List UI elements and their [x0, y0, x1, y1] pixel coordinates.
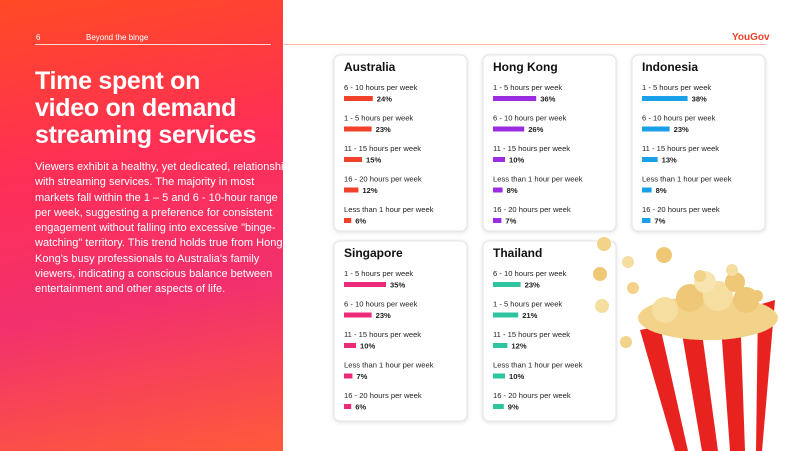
row-label: Less than 1 hour per week — [493, 361, 583, 370]
title-line: streaming services — [35, 121, 257, 149]
value-label: 36% — [540, 95, 555, 104]
row-label: 1 - 5 hours per week — [344, 114, 413, 123]
row-label: 1 - 5 hours per week — [493, 83, 562, 92]
title-line: video on demand — [35, 94, 237, 122]
row-label: Less than 1 hour per week — [642, 175, 732, 184]
title-line: Time spent on — [35, 67, 201, 95]
value-label: 6% — [355, 403, 366, 412]
row-label: 6 - 10 hours per week — [493, 269, 567, 278]
row-label: 6 - 10 hours per week — [344, 83, 418, 92]
value-label: 10% — [509, 156, 524, 165]
bar — [344, 312, 372, 318]
card: Indonesia 1 - 5 hours per week 38% 6 - 10 h… — [631, 54, 766, 232]
row-label: 6 - 10 hours per week — [344, 300, 418, 309]
row-label: 11 - 15 hours per week — [344, 330, 421, 339]
bar — [493, 96, 537, 101]
card: Thailand 6 - 10 hours per week 23% 1 - 5 ho… — [482, 240, 617, 422]
bar — [642, 96, 688, 101]
bar — [493, 343, 508, 348]
row-label: Less than 1 hour per week — [344, 205, 434, 214]
section-name: Beyond the binge — [86, 33, 149, 42]
bar — [642, 157, 658, 162]
bar — [344, 343, 356, 348]
row-label: 1 - 5 hours per week — [493, 300, 562, 309]
value-label: 8% — [507, 186, 518, 195]
bar — [344, 404, 352, 409]
value-label: 23% — [674, 125, 689, 134]
value-label: 38% — [692, 95, 707, 104]
popcorn — [593, 237, 778, 451]
value-label: 13% — [662, 156, 677, 165]
bar — [642, 187, 652, 193]
bar — [493, 404, 504, 409]
card: Hong Kong 1 - 5 hours per week 36% 6 - 10 h… — [482, 54, 617, 232]
value-label: 35% — [390, 281, 405, 290]
value-label: 12% — [511, 342, 526, 351]
bar — [344, 282, 386, 287]
bar — [493, 157, 505, 162]
bar — [344, 96, 373, 101]
row-label: 16 - 20 hours per week — [344, 391, 422, 400]
row-label: 11 - 15 hours per week — [493, 330, 570, 339]
bar — [493, 126, 525, 132]
card-title: Singapore — [344, 246, 403, 260]
value-label: 26% — [528, 125, 543, 134]
title: Time spent on video on demand streaming … — [35, 68, 256, 149]
header-rule — [284, 44, 766, 45]
card: Australia 6 - 10 hours per week 24% 1 - 5 h… — [333, 54, 468, 232]
bar — [344, 157, 362, 162]
bar — [493, 282, 521, 287]
bar — [344, 218, 352, 223]
value-label: 7% — [505, 217, 516, 226]
value-label: 23% — [376, 125, 391, 134]
value-label: 21% — [522, 311, 537, 320]
row-label: 16 - 20 hours per week — [344, 175, 422, 184]
bar — [642, 218, 651, 223]
bar — [493, 312, 519, 318]
row-label: 16 - 20 hours per week — [642, 205, 720, 214]
row-label: 1 - 5 hours per week — [344, 269, 413, 278]
card: Singapore 1 - 5 hours per week 35% 6 - 10 h… — [333, 240, 468, 422]
value-label: 9% — [508, 403, 519, 412]
value-label: 6% — [355, 217, 366, 226]
value-label: 7% — [356, 372, 367, 381]
bar — [344, 126, 372, 132]
page-number: 6 — [36, 33, 41, 42]
value-label: 23% — [525, 281, 540, 290]
value-label: 10% — [509, 372, 524, 381]
value-label: 12% — [362, 186, 377, 195]
row-label: 16 - 20 hours per week — [493, 205, 571, 214]
row-label: 1 - 5 hours per week — [642, 83, 711, 92]
bar — [642, 126, 670, 132]
value-label: 24% — [377, 95, 392, 104]
value-label: 15% — [366, 156, 381, 165]
bar — [493, 187, 503, 193]
bar — [344, 187, 359, 193]
value-label: 23% — [376, 311, 391, 320]
row-label: 11 - 15 hours per week — [493, 144, 570, 153]
logo: YouGov — [732, 32, 770, 43]
row-label: 11 - 15 hours per week — [642, 144, 719, 153]
row-label: 16 - 20 hours per week — [493, 391, 571, 400]
value-label: 10% — [360, 342, 375, 351]
bar — [493, 218, 502, 223]
body-text: Viewers exhibit a healthy, yet dedicated… — [35, 161, 290, 296]
left-panel: 6 Beyond the binge Time spent on video o… — [0, 0, 290, 451]
value-label: 7% — [654, 217, 665, 226]
row-label: Less than 1 hour per week — [493, 175, 583, 184]
card-title: Thailand — [493, 246, 542, 260]
row-label: 6 - 10 hours per week — [642, 114, 716, 123]
card-title: Hong Kong — [493, 60, 558, 74]
row-label: 11 - 15 hours per week — [344, 144, 421, 153]
row-label: Less than 1 hour per week — [344, 361, 434, 370]
bar — [344, 373, 353, 379]
header-rule — [35, 44, 271, 45]
bar — [493, 373, 505, 379]
card-title: Australia — [344, 60, 396, 74]
value-label: 8% — [656, 186, 667, 195]
card-title: Indonesia — [642, 60, 698, 74]
row-label: 6 - 10 hours per week — [493, 114, 567, 123]
